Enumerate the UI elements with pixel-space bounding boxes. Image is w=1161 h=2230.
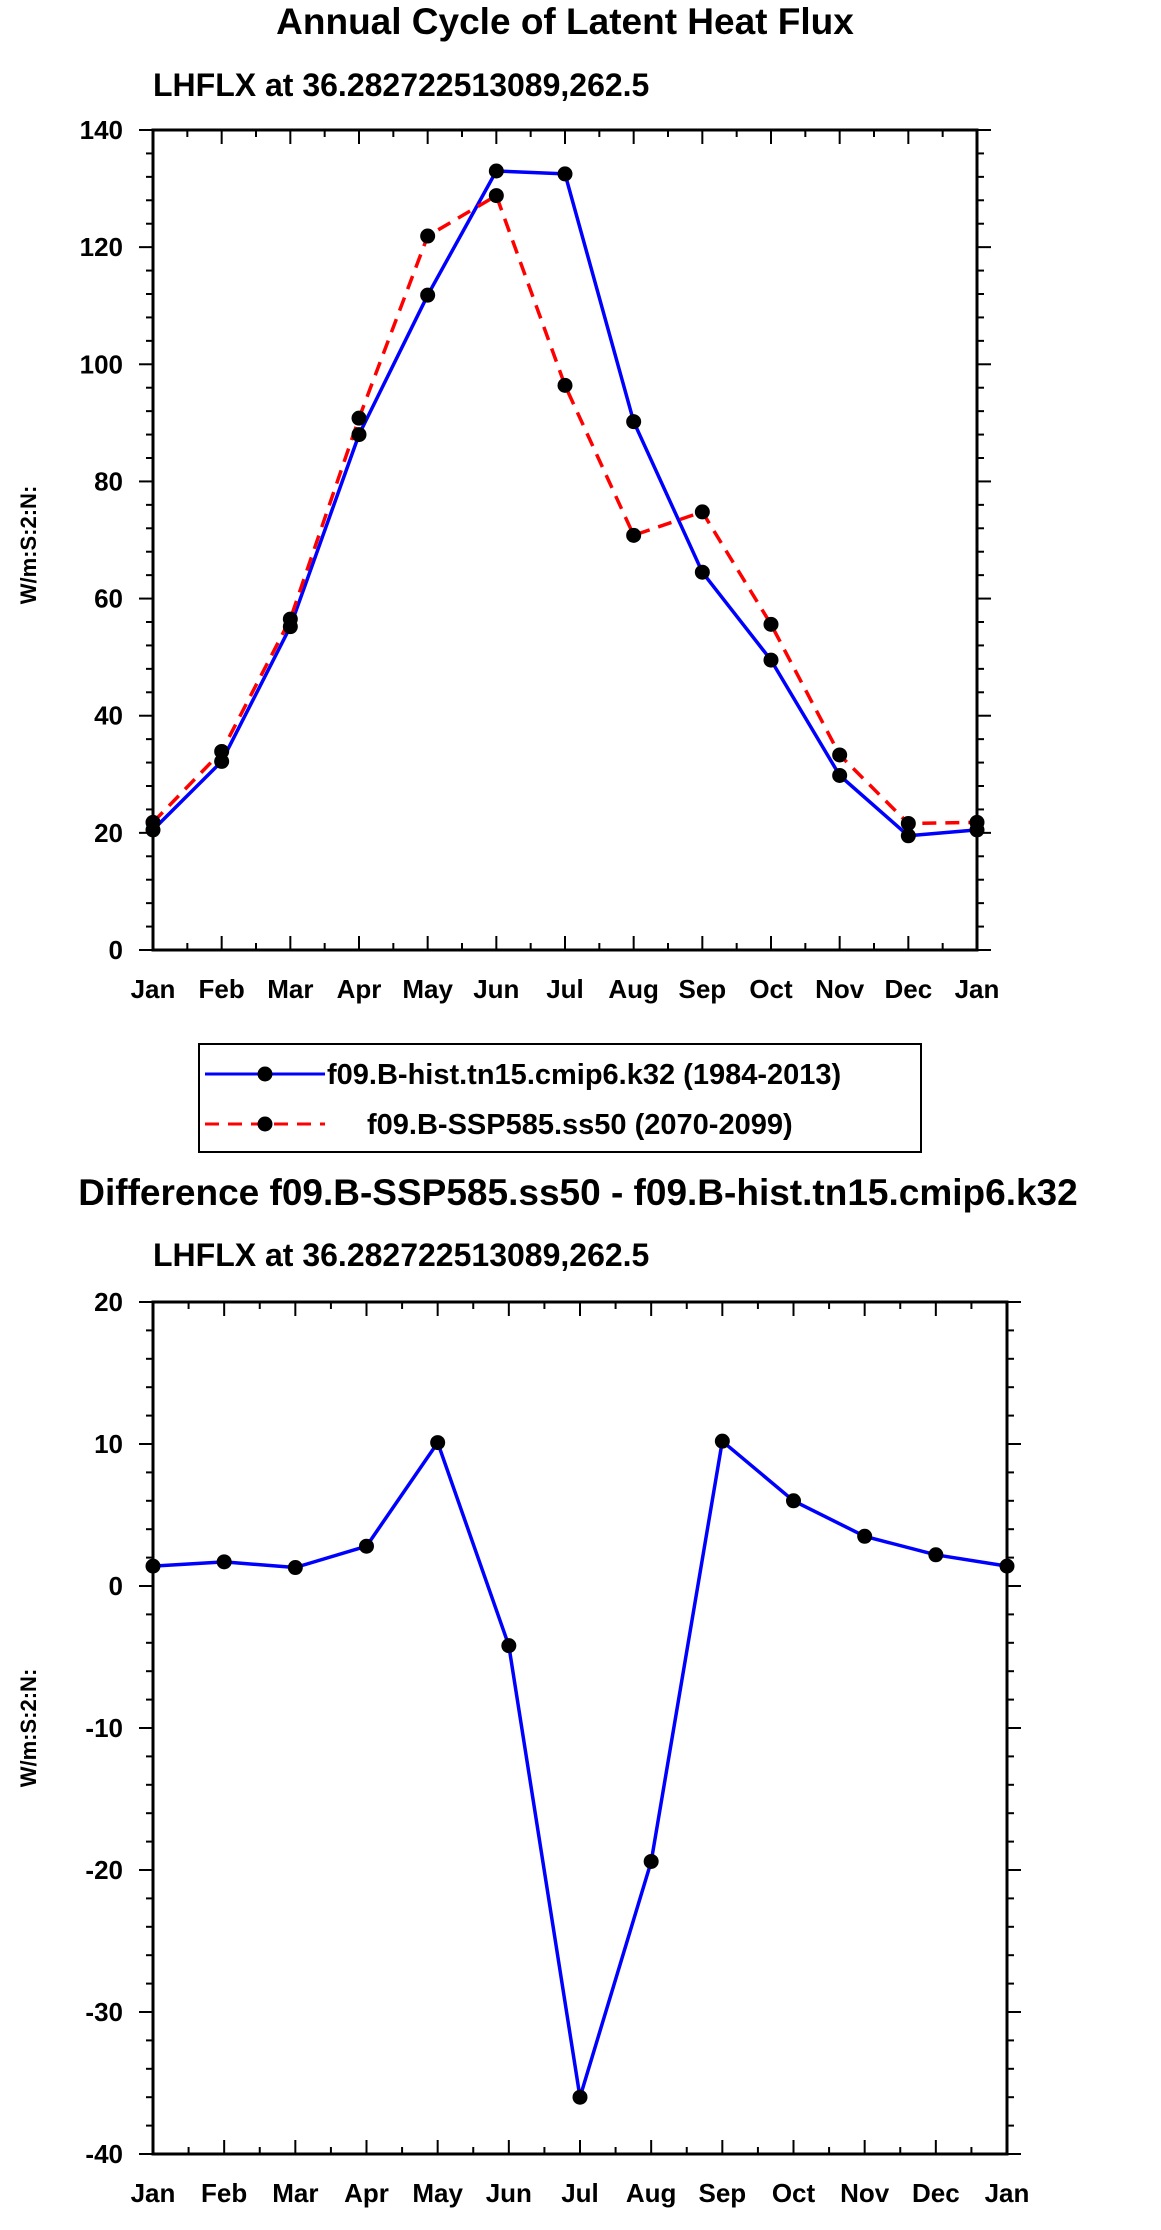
- chart1-series-2-point: [282, 611, 298, 627]
- chart1-series: [145, 163, 985, 844]
- chart2-series-1-point: [216, 1554, 232, 1570]
- legend-box: [198, 1043, 922, 1153]
- chart2-subtitle: LHFLX at 36.282722513089,262.5: [153, 1237, 649, 1273]
- chart2-xtick-label: Jul: [561, 2178, 599, 2208]
- chart2-xtick-label: Oct: [772, 2178, 816, 2208]
- chart2-series-1-point: [359, 1538, 374, 1554]
- chart1-ytick-label: 0: [109, 935, 123, 965]
- chart2-series-1-point: [857, 1528, 873, 1544]
- chart2-xtick-label: Mar: [272, 2178, 318, 2208]
- chart1-xtick-label: Dec: [884, 974, 932, 1004]
- chart2-ytick-label: -40: [85, 2139, 123, 2169]
- chart1-xtick-label: Jan: [955, 974, 1000, 1004]
- chart2-ytick-label: -30: [85, 1997, 123, 2027]
- difference-chart: Difference f09.B-SSP585.ss50 - f09.B-his…: [16, 1172, 1078, 2208]
- chart2-series-1-point: [928, 1547, 944, 1563]
- legend-marker-hist: [257, 1066, 273, 1082]
- chart2-series-1-point: [643, 1853, 659, 1869]
- chart2-xtick-label: Nov: [840, 2178, 890, 2208]
- chart1-series-1-point: [488, 163, 504, 179]
- chart1-ytick-label: 80: [94, 466, 123, 496]
- chart1-ylabel: W/m:S:2:N:: [16, 486, 41, 605]
- legend-marker-ssp: [257, 1116, 273, 1132]
- chart2-ticks: Jan Feb Mar Apr May Jun Jul Aug Sep Oct Nov Dec Jan-…: [85, 1287, 1029, 2208]
- chart1-ytick-label: 60: [94, 584, 123, 614]
- chart2-ytick-label: 0: [109, 1571, 123, 1601]
- chart1-series-2-point: [694, 504, 710, 520]
- chart2-xtick-label: Apr: [344, 2178, 389, 2208]
- chart1-title: Annual Cycle of Latent Heat Flux: [276, 1, 854, 42]
- legend-label-ssp: f09.B-SSP585.ss50 (2070-2099): [367, 1109, 793, 1141]
- chart1-ytick-label: 100: [80, 349, 123, 379]
- chart2-series: [145, 1433, 1015, 2105]
- chart1-ytick-label: 140: [80, 115, 123, 145]
- chart2-title: Difference f09.B-SSP585.ss50 - f09.B-his…: [78, 1172, 1077, 1213]
- chart1-series-2-point: [488, 188, 504, 204]
- chart1-ytick-label: 40: [94, 701, 123, 731]
- chart2-series-1-point: [714, 1433, 730, 1449]
- chart2-ytick-label: 10: [94, 1429, 123, 1459]
- chart2-xtick-label: Feb: [201, 2178, 247, 2208]
- chart2-series-1-point: [287, 1560, 303, 1576]
- chart1-series-2-point: [557, 377, 573, 393]
- chart1-series-2-point: [900, 815, 916, 831]
- chart1-series-1-point: [763, 652, 779, 668]
- chart1-series-line-1: [151, 169, 978, 838]
- chart1-series-1-point: [351, 427, 367, 443]
- chart1-xtick-label: Sep: [678, 974, 726, 1004]
- annual-cycle-chart: Annual Cycle of Latent Heat Flux LHFLX a…: [16, 1, 1000, 1153]
- chart1-xtick-label: Jan: [131, 974, 176, 1004]
- chart2-series-line-1: [152, 1439, 1008, 2099]
- chart1-series-1-point: [694, 564, 710, 580]
- chart1-xtick-label: Apr: [337, 974, 382, 1004]
- chart1-xtick-label: May: [402, 974, 453, 1004]
- chart1-ytick-label: 120: [80, 232, 123, 262]
- chart1-series-2-point: [214, 743, 230, 759]
- chart1-legend: f09.B-hist.tn15.cmip6.k32 (1984-2013) f0…: [198, 1043, 922, 1153]
- chart2-series-1-point: [501, 1638, 517, 1654]
- chart2-series-1-point: [430, 1435, 446, 1451]
- chart2-xtick-label: Jan: [985, 2178, 1030, 2208]
- chart1-series-1-point: [626, 414, 642, 430]
- chart1-series-line-2: [151, 193, 978, 826]
- chart1-plot-frame: [151, 128, 979, 952]
- chart2-xtick-label: Jan: [131, 2178, 176, 2208]
- chart2-xtick-label: Jun: [486, 2178, 532, 2208]
- chart1-ytick-label: 20: [94, 818, 123, 848]
- chart1-xtick-label: Oct: [749, 974, 793, 1004]
- chart2-ytick-label: 20: [94, 1287, 123, 1317]
- chart1-series-2-point: [420, 228, 436, 244]
- chart1-series-2-point: [351, 410, 367, 426]
- chart2-ylabel: W/m:S:2:N:: [16, 1669, 41, 1788]
- chart2-plot-frame: [151, 1300, 1009, 2156]
- chart1-xtick-label: Feb: [199, 974, 245, 1004]
- chart1-series-1-point: [420, 287, 436, 303]
- chart1-series-1-point: [900, 828, 916, 844]
- chart2-xtick-label: Dec: [912, 2178, 960, 2208]
- chart1-series-2-point: [763, 616, 779, 632]
- chart2-xtick-label: Sep: [698, 2178, 746, 2208]
- chart1-xtick-label: Nov: [815, 974, 865, 1004]
- chart1-xtick-label: Aug: [608, 974, 659, 1004]
- chart1-series-2-point: [626, 527, 642, 543]
- chart1-subtitle: LHFLX at 36.282722513089,262.5: [153, 67, 649, 103]
- chart1-series-1-point: [557, 166, 573, 182]
- chart1-series-2-point: [832, 747, 848, 763]
- chart2-xtick-label: May: [412, 2178, 463, 2208]
- chart1-xtick-label: Jul: [546, 974, 584, 1004]
- chart2-xtick-label: Aug: [626, 2178, 677, 2208]
- chart1-series-1-point: [832, 767, 848, 783]
- chart1-xtick-label: Mar: [267, 974, 313, 1004]
- chart2-ytick-label: -20: [85, 1855, 123, 1885]
- chart2-series-1-point: [786, 1493, 801, 1509]
- chart1-xtick-label: Jun: [473, 974, 519, 1004]
- chart2-series-1-point: [572, 2089, 588, 2105]
- chart1-ticks: Jan Feb Mar Apr May Jun Jul Aug Sep Oct Nov Dec Jan 0…: [80, 115, 1000, 1004]
- chart2-ytick-label: -10: [85, 1713, 123, 1743]
- legend-label-hist: f09.B-hist.tn15.cmip6.k32 (1984-2013): [327, 1059, 841, 1091]
